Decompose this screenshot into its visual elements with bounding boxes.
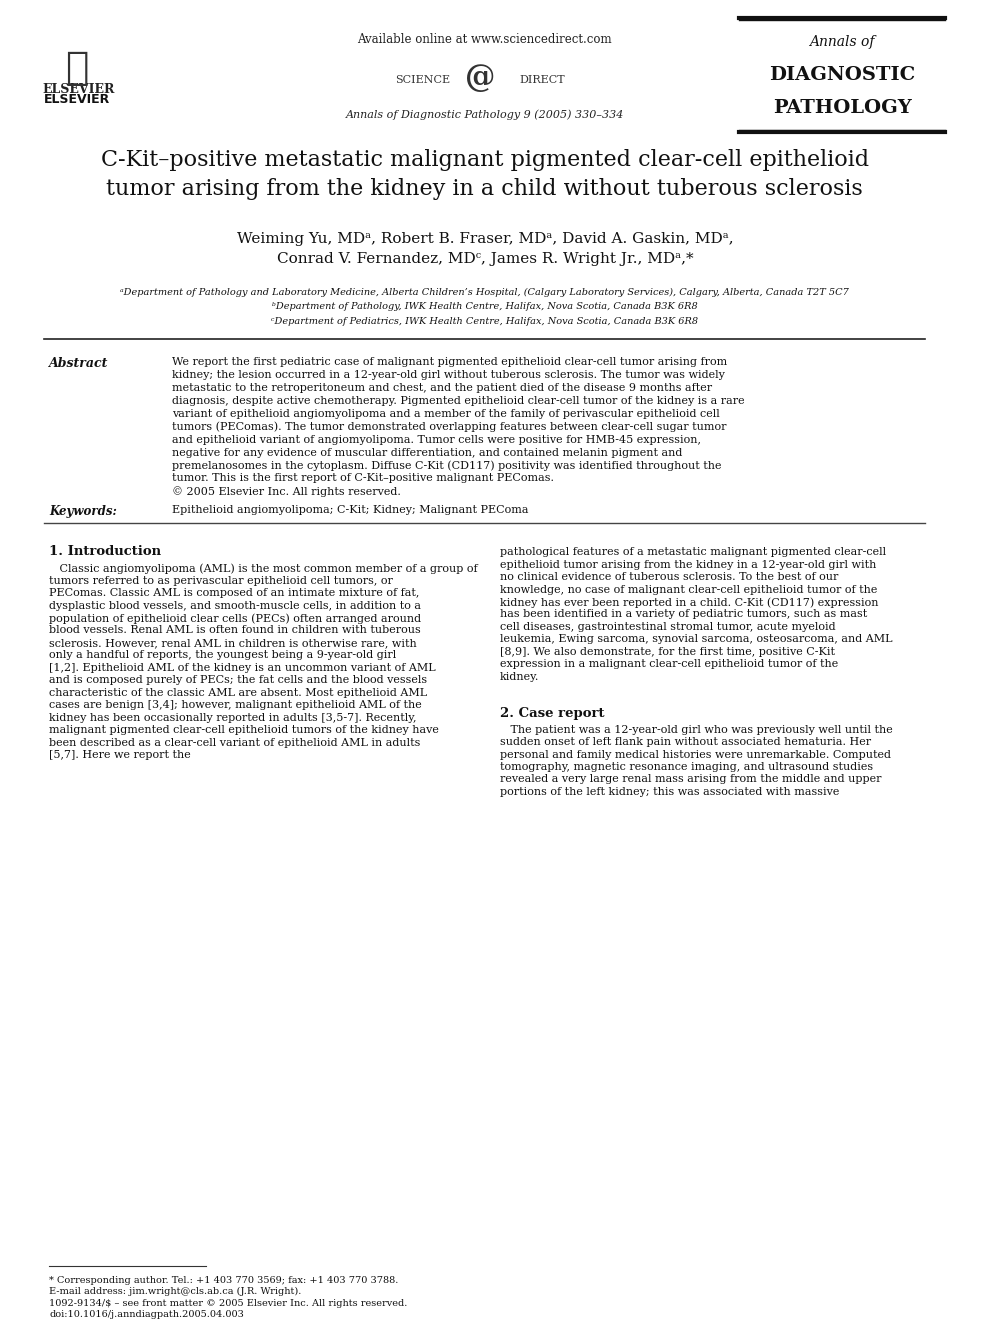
Text: no clinical evidence of tuberous sclerosis. To the best of our: no clinical evidence of tuberous scleros… — [500, 572, 838, 582]
Text: blood vessels. Renal AML is often found in children with tuberous: blood vessels. Renal AML is often found … — [50, 626, 421, 635]
Text: Keywords:: Keywords: — [50, 506, 117, 519]
Text: portions of the left kidney; this was associated with massive: portions of the left kidney; this was as… — [500, 787, 839, 797]
Text: and epithelioid variant of angiomyolipoma. Tumor cells were positive for HMB-45 : and epithelioid variant of angiomyolipom… — [171, 434, 701, 445]
Text: Annals of: Annals of — [809, 34, 875, 49]
Text: We report the first pediatric case of malignant pigmented epithelioid clear-cell: We report the first pediatric case of ma… — [171, 356, 727, 367]
Text: Weiming Yu, MDᵃ, Robert B. Fraser, MDᵃ, David A. Gaskin, MDᵃ,
Conrad V. Fernande: Weiming Yu, MDᵃ, Robert B. Fraser, MDᵃ, … — [237, 232, 734, 265]
Text: ᵃDepartment of Pathology and Laboratory Medicine, Alberta Children’s Hospital, (: ᵃDepartment of Pathology and Laboratory … — [121, 288, 849, 297]
Text: [5,7]. Here we report the: [5,7]. Here we report the — [50, 750, 191, 760]
Text: DIAGNOSTIC: DIAGNOSTIC — [769, 66, 915, 83]
Text: population of epithelioid clear cells (PECs) often arranged around: population of epithelioid clear cells (P… — [50, 612, 422, 623]
Text: [1,2]. Epithelioid AML of the kidney is an uncommon variant of AML: [1,2]. Epithelioid AML of the kidney is … — [50, 663, 436, 673]
Text: and is composed purely of PECs; the fat cells and the blood vessels: and is composed purely of PECs; the fat … — [50, 676, 428, 685]
Text: variant of epithelioid angiomyolipoma and a member of the family of perivascular: variant of epithelioid angiomyolipoma an… — [171, 409, 720, 418]
Text: E-mail address: jim.wright@cls.ab.ca (J.R. Wright).: E-mail address: jim.wright@cls.ab.ca (J.… — [50, 1287, 302, 1296]
Text: knowledge, no case of malignant clear-cell epithelioid tumor of the: knowledge, no case of malignant clear-ce… — [500, 585, 877, 594]
Text: 1. Introduction: 1. Introduction — [50, 545, 161, 558]
Text: [8,9]. We also demonstrate, for the first time, positive C-Kit: [8,9]. We also demonstrate, for the firs… — [500, 647, 835, 657]
Text: Annals of Diagnostic Pathology 9 (2005) 330–334: Annals of Diagnostic Pathology 9 (2005) … — [346, 110, 624, 120]
Text: doi:10.1016/j.anndiagpath.2005.04.003: doi:10.1016/j.anndiagpath.2005.04.003 — [50, 1309, 245, 1319]
Text: leukemia, Ewing sarcoma, synovial sarcoma, osteosarcoma, and AML: leukemia, Ewing sarcoma, synovial sarcom… — [500, 635, 892, 644]
Text: kidney; the lesion occurred in a 12-year-old girl without tuberous sclerosis. Th: kidney; the lesion occurred in a 12-year… — [171, 370, 725, 380]
Text: negative for any evidence of muscular differentiation, and contained melanin pig: negative for any evidence of muscular di… — [171, 447, 682, 458]
Text: * Corresponding author. Tel.: +1 403 770 3569; fax: +1 403 770 3788.: * Corresponding author. Tel.: +1 403 770… — [50, 1275, 399, 1284]
Text: sudden onset of left flank pain without associated hematuria. Her: sudden onset of left flank pain without … — [500, 737, 870, 747]
Text: been described as a clear-cell variant of epithelioid AML in adults: been described as a clear-cell variant o… — [50, 738, 421, 747]
Text: tomography, magnetic resonance imaging, and ultrasound studies: tomography, magnetic resonance imaging, … — [500, 762, 872, 772]
Text: Abstract: Abstract — [50, 356, 109, 370]
Text: 🌳: 🌳 — [65, 49, 88, 87]
Text: The patient was a 12-year-old girl who was previously well until the: The patient was a 12-year-old girl who w… — [500, 725, 892, 735]
Text: cases are benign [3,4]; however, malignant epithelioid AML of the: cases are benign [3,4]; however, maligna… — [50, 700, 422, 710]
Text: Classic angiomyolipoma (AML) is the most common member of a group of: Classic angiomyolipoma (AML) is the most… — [50, 564, 478, 574]
Text: malignant pigmented clear-cell epithelioid tumors of the kidney have: malignant pigmented clear-cell epithelio… — [50, 725, 440, 735]
Text: revealed a very large renal mass arising from the middle and upper: revealed a very large renal mass arising… — [500, 775, 881, 784]
Text: cell diseases, gastrointestinal stromal tumor, acute myeloid: cell diseases, gastrointestinal stromal … — [500, 622, 836, 632]
Text: expression in a malignant clear-cell epithelioid tumor of the: expression in a malignant clear-cell epi… — [500, 659, 838, 669]
Text: SCIENCE: SCIENCE — [395, 75, 450, 84]
Text: characteristic of the classic AML are absent. Most epithelioid AML: characteristic of the classic AML are ab… — [50, 688, 428, 698]
Text: premelanosomes in the cytoplasm. Diffuse C-Kit (CD117) positivity was identified: premelanosomes in the cytoplasm. Diffuse… — [171, 461, 721, 471]
Text: DIRECT: DIRECT — [519, 75, 564, 84]
Text: @: @ — [464, 62, 495, 94]
Text: ELSEVIER: ELSEVIER — [44, 94, 110, 106]
Text: tumors (PEComas). The tumor demonstrated overlapping features between clear-cell: tumors (PEComas). The tumor demonstrated… — [171, 421, 727, 432]
Text: PATHOLOGY: PATHOLOGY — [772, 99, 912, 116]
Text: only a handful of reports, the youngest being a 9-year-old girl: only a handful of reports, the youngest … — [50, 651, 397, 660]
Text: © 2005 Elsevier Inc. All rights reserved.: © 2005 Elsevier Inc. All rights reserved… — [171, 486, 401, 498]
Text: diagnosis, despite active chemotherapy. Pigmented epithelioid clear-cell tumor o: diagnosis, despite active chemotherapy. … — [171, 396, 744, 405]
Text: epithelioid tumor arising from the kidney in a 12-year-old girl with: epithelioid tumor arising from the kidne… — [500, 560, 876, 570]
Text: Available online at www.sciencedirect.com: Available online at www.sciencedirect.co… — [357, 33, 612, 46]
Text: metastatic to the retroperitoneum and chest, and the patient died of the disease: metastatic to the retroperitoneum and ch… — [171, 383, 712, 393]
Text: kidney has been occasionally reported in adults [3,5-7]. Recently,: kidney has been occasionally reported in… — [50, 713, 417, 722]
Text: has been identified in a variety of pediatric tumors, such as mast: has been identified in a variety of pedi… — [500, 610, 867, 619]
Text: 1092-9134/$ – see front matter © 2005 Elsevier Inc. All rights reserved.: 1092-9134/$ – see front matter © 2005 El… — [50, 1299, 408, 1308]
Text: pathological features of a metastatic malignant pigmented clear-cell: pathological features of a metastatic ma… — [500, 548, 886, 557]
Text: C-Kit–positive metastatic malignant pigmented clear-cell epithelioid
tumor arisi: C-Kit–positive metastatic malignant pigm… — [101, 149, 869, 199]
Text: ELSEVIER: ELSEVIER — [43, 83, 115, 96]
Text: tumor. This is the first report of C-Kit–positive malignant PEComas.: tumor. This is the first report of C-Kit… — [171, 474, 553, 483]
Text: kidney.: kidney. — [500, 672, 539, 681]
Text: sclerosis. However, renal AML in children is otherwise rare, with: sclerosis. However, renal AML in childre… — [50, 638, 417, 648]
Text: personal and family medical histories were unremarkable. Computed: personal and family medical histories we… — [500, 750, 891, 759]
Text: ᶜDepartment of Pediatrics, IWK Health Centre, Halifax, Nova Scotia, Canada B3K 6: ᶜDepartment of Pediatrics, IWK Health Ce… — [271, 317, 698, 326]
Text: PEComas. Classic AML is composed of an intimate mixture of fat,: PEComas. Classic AML is composed of an i… — [50, 587, 420, 598]
Text: ᵇDepartment of Pathology, IWK Health Centre, Halifax, Nova Scotia, Canada B3K 6R: ᵇDepartment of Pathology, IWK Health Cen… — [272, 302, 698, 312]
Text: kidney has ever been reported in a child. C-Kit (CD117) expression: kidney has ever been reported in a child… — [500, 597, 878, 607]
Text: dysplastic blood vessels, and smooth-muscle cells, in addition to a: dysplastic blood vessels, and smooth-mus… — [50, 601, 422, 611]
Text: Epithelioid angiomyolipoma; C-Kit; Kidney; Malignant PEComa: Epithelioid angiomyolipoma; C-Kit; Kidne… — [171, 506, 529, 515]
Text: tumors referred to as perivascular epithelioid cell tumors, or: tumors referred to as perivascular epith… — [50, 576, 393, 586]
Text: 2. Case report: 2. Case report — [500, 706, 604, 719]
